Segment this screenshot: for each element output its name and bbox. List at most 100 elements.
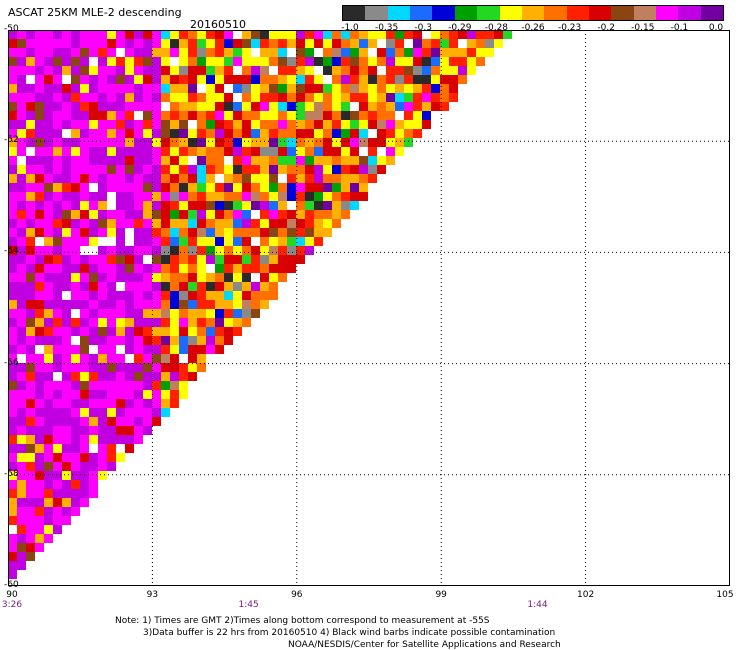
data-cell [251,93,260,102]
data-cell [179,255,188,264]
data-cell [8,489,17,498]
data-cell [197,48,206,57]
data-cell [377,102,386,111]
data-cell [197,111,206,120]
data-cell [116,435,125,444]
data-cell [134,111,143,120]
data-cell [359,75,368,84]
data-cell [341,201,350,210]
data-cell [152,399,161,408]
data-cell [395,102,404,111]
data-cell [26,201,35,210]
data-cell [98,111,107,120]
data-cell [215,327,224,336]
data-cell [53,516,62,525]
data-cell [62,354,71,363]
data-cell [161,111,170,120]
data-cell [107,381,116,390]
data-cell [107,102,116,111]
data-cell [377,39,386,48]
data-cell [224,57,233,66]
data-cell [314,138,323,147]
data-cell [17,534,26,543]
data-cell [224,102,233,111]
data-cell [143,183,152,192]
data-cell [44,201,53,210]
data-cell [368,165,377,174]
data-cell [422,102,431,111]
data-cell [53,462,62,471]
data-cell [152,30,161,39]
colorbar-swatch [410,6,433,20]
data-cell [242,192,251,201]
data-cell [44,111,53,120]
data-cell [35,435,44,444]
data-cell [71,435,80,444]
data-cell [89,372,98,381]
data-cell [188,255,197,264]
data-cell [440,75,449,84]
data-cell [53,75,62,84]
data-cell [26,462,35,471]
data-cell [116,363,125,372]
data-cell [35,39,44,48]
data-cell [188,174,197,183]
data-cell [215,102,224,111]
data-cell [224,264,233,273]
data-cell [161,336,170,345]
data-cell [35,129,44,138]
data-cell [197,228,206,237]
data-cell [125,228,134,237]
data-cell [17,255,26,264]
data-cell [53,156,62,165]
data-cell [116,426,125,435]
data-cell [17,543,26,552]
data-cell [80,498,89,507]
data-cell [62,111,71,120]
data-cell [368,75,377,84]
data-cell [62,309,71,318]
data-cell [62,399,71,408]
data-cell [242,282,251,291]
data-cell [26,480,35,489]
data-cell [152,75,161,84]
data-cell [296,102,305,111]
data-cell [143,417,152,426]
data-cell [53,111,62,120]
data-cell [161,318,170,327]
colorbar-swatch [499,6,522,20]
data-cell [332,111,341,120]
data-cell [341,57,350,66]
data-cell [314,75,323,84]
data-cell [242,273,251,282]
data-cell [35,318,44,327]
data-cell [476,48,485,57]
data-cell [278,102,287,111]
data-cell [215,318,224,327]
data-cell [80,174,89,183]
data-cell [98,246,107,255]
data-cell [206,111,215,120]
data-cell [125,138,134,147]
data-cell [368,129,377,138]
data-cell [251,75,260,84]
data-cell [143,129,152,138]
data-cell [359,183,368,192]
data-cell [71,264,80,273]
data-cell [215,201,224,210]
data-cell [206,75,215,84]
data-cell [134,255,143,264]
data-cell [116,210,125,219]
data-cell [323,57,332,66]
data-cell [80,219,89,228]
data-cell [44,426,53,435]
data-cell [35,417,44,426]
data-cell [98,363,107,372]
data-cell [188,66,197,75]
data-cell [224,183,233,192]
data-cell [134,399,143,408]
data-cell [44,336,53,345]
data-cell [170,336,179,345]
data-cell [89,471,98,480]
data-cell [44,318,53,327]
